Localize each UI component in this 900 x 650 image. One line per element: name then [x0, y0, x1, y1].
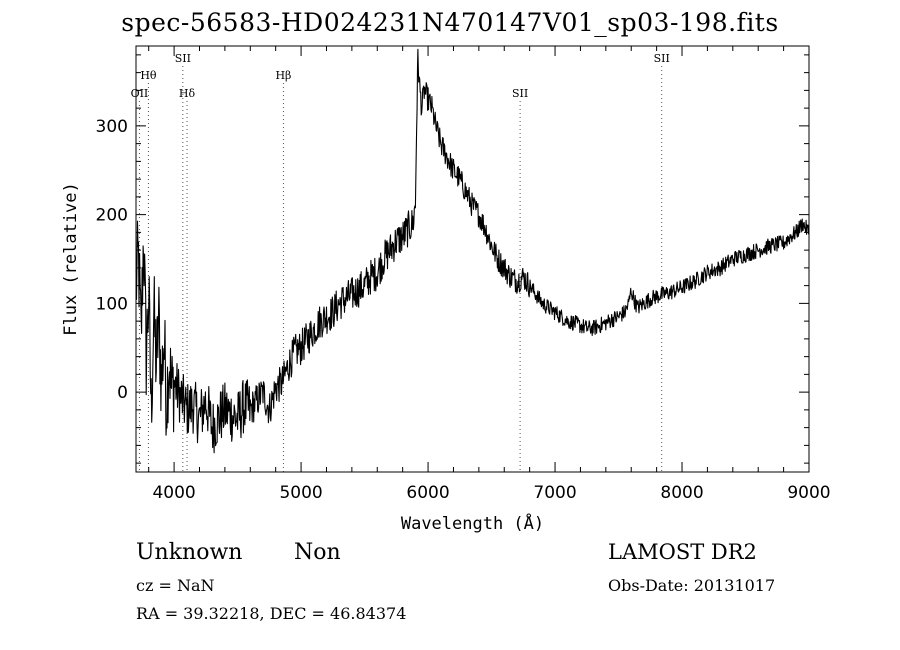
- line-annotation-label: Hβ: [275, 69, 291, 82]
- observation-date: Obs-Date: 20131017: [608, 576, 776, 595]
- y-tick-label: 0: [117, 383, 128, 403]
- line-annotation-label: SII: [512, 87, 528, 100]
- line-annotation-label: OII: [131, 87, 149, 100]
- y-tick-label: 200: [96, 206, 128, 226]
- object-class: Unknown: [136, 540, 243, 565]
- x-tick-label: 8000: [660, 483, 703, 503]
- line-annotation-label: SII: [654, 52, 670, 65]
- x-axis-label: Wavelength (Å): [401, 512, 544, 534]
- y-tick-label: 300: [96, 117, 128, 137]
- y-tick-label: 100: [96, 294, 128, 314]
- survey-name: LAMOST DR2: [608, 540, 757, 564]
- plot-frame: [135, 45, 810, 473]
- x-tick-label: 6000: [406, 483, 449, 503]
- x-tick-label: 4000: [152, 483, 195, 503]
- y-axis-label: Flux (relative): [61, 182, 81, 336]
- redshift-cz: cz = NaN: [136, 576, 215, 595]
- x-tick-label: 7000: [533, 483, 576, 503]
- line-annotation-label: Hθ: [140, 69, 157, 82]
- chart-title: spec-56583-HD024231N470147V01_sp03-198.f…: [121, 8, 779, 37]
- x-tick-label: 9000: [787, 483, 830, 503]
- object-subclass: Non: [294, 540, 341, 565]
- y-axis: 0 100 200 300: [96, 54, 809, 464]
- x-tick-label: 5000: [279, 483, 322, 503]
- line-annotations: OII Hθ SII Hδ Hβ SII SII: [131, 52, 670, 472]
- x-axis: 4000 5000 6000 7000 8000 9000: [148, 46, 831, 503]
- ra-dec-coordinates: RA = 39.32218, DEC = 46.84374: [136, 604, 407, 623]
- spectrum-line: [135, 48, 810, 454]
- line-annotation-label: Hδ: [179, 87, 196, 100]
- line-annotation-label: SII: [175, 52, 191, 65]
